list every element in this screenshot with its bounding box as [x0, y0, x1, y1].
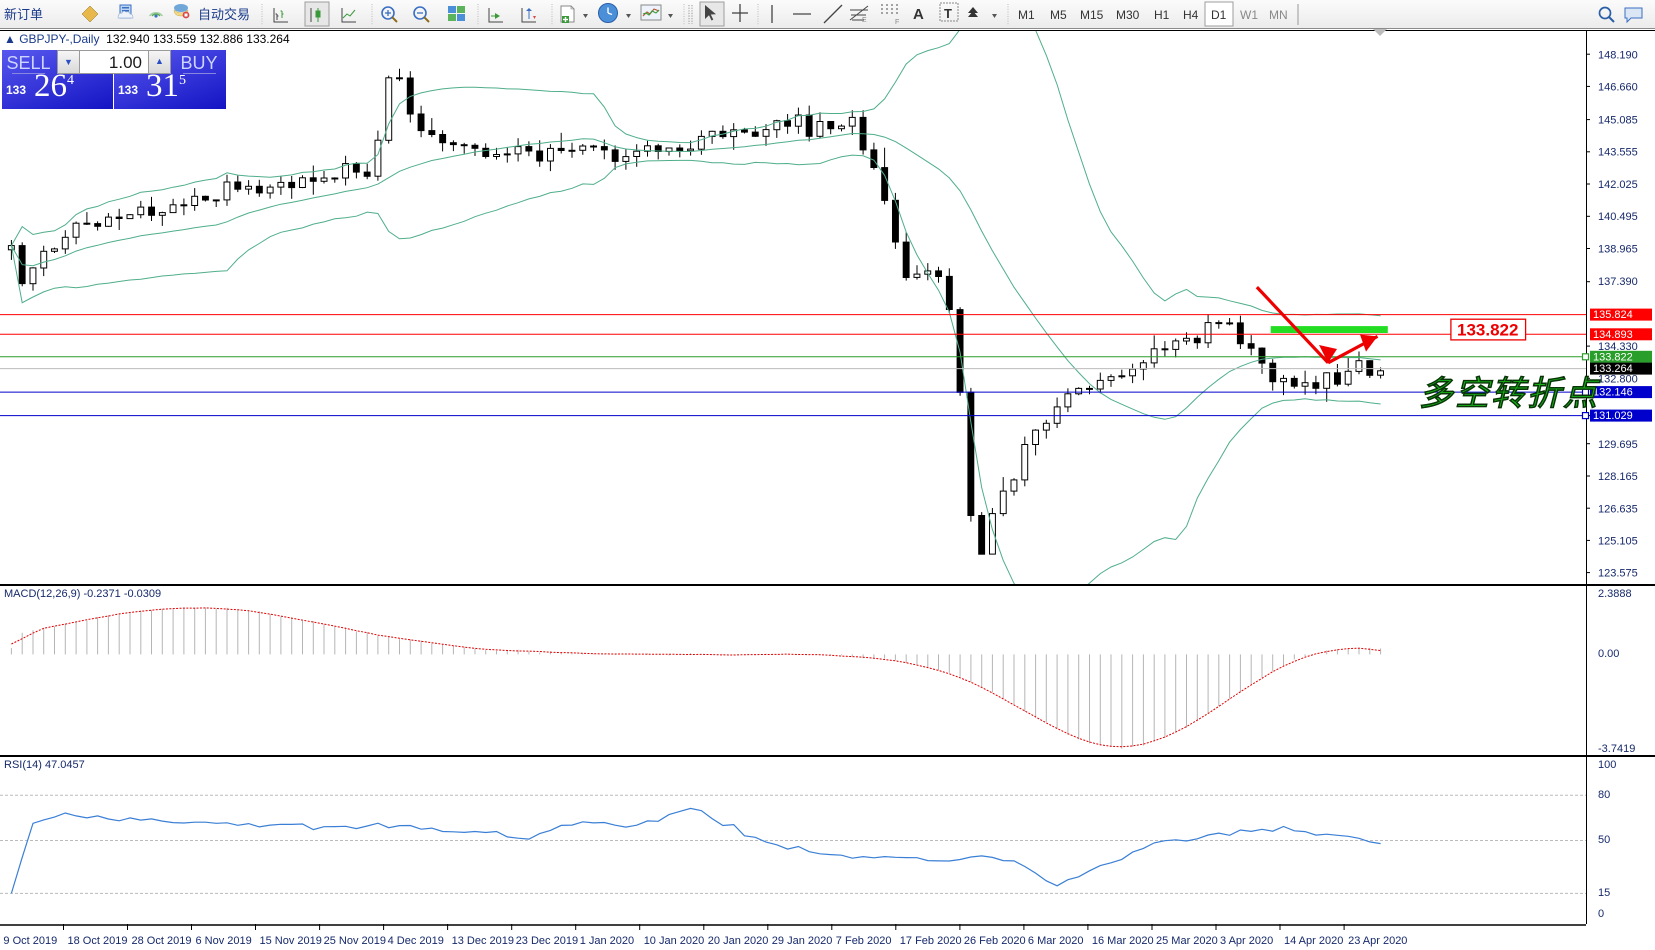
svg-text:146.660: 146.660 — [1598, 82, 1638, 94]
svg-text:7 Feb 2020: 7 Feb 2020 — [836, 935, 892, 947]
svg-text:133.822: 133.822 — [1457, 321, 1518, 340]
svg-text:10 Jan 2020: 10 Jan 2020 — [644, 935, 705, 947]
svg-text:H4: H4 — [1183, 8, 1199, 22]
svg-text:F: F — [895, 19, 899, 26]
svg-text:自动交易: 自动交易 — [198, 7, 250, 22]
svg-text:18 Oct 2019: 18 Oct 2019 — [68, 935, 128, 947]
svg-text:新订单: 新订单 — [4, 7, 43, 22]
svg-text:28 Oct 2019: 28 Oct 2019 — [132, 935, 192, 947]
svg-text:140.495: 140.495 — [1598, 211, 1638, 223]
svg-text:A: A — [913, 6, 924, 23]
svg-text:9 Oct 2019: 9 Oct 2019 — [3, 935, 57, 947]
svg-text:137.390: 137.390 — [1598, 276, 1638, 288]
svg-text:134.893: 134.893 — [1593, 329, 1633, 341]
svg-text:142.025: 142.025 — [1598, 179, 1638, 191]
svg-text:17 Feb 2020: 17 Feb 2020 — [900, 935, 962, 947]
svg-text:125.105: 125.105 — [1598, 536, 1638, 548]
svg-text:MN: MN — [1269, 8, 1288, 22]
svg-text:132.800: 132.800 — [1598, 374, 1638, 386]
svg-text:3 Apr 2020: 3 Apr 2020 — [1220, 935, 1273, 947]
svg-text:148.190: 148.190 — [1598, 50, 1638, 62]
svg-text:M15: M15 — [1080, 8, 1104, 22]
svg-text:29 Jan 2020: 29 Jan 2020 — [772, 935, 833, 947]
svg-text:23 Apr 2020: 23 Apr 2020 — [1348, 935, 1407, 947]
svg-text:20 Jan 2020: 20 Jan 2020 — [708, 935, 769, 947]
svg-text:13 Dec 2019: 13 Dec 2019 — [452, 935, 514, 947]
svg-text:26 Feb 2020: 26 Feb 2020 — [964, 935, 1026, 947]
svg-text:T: T — [944, 6, 952, 21]
svg-text:15 Nov 2019: 15 Nov 2019 — [260, 935, 322, 947]
svg-text:23 Dec 2019: 23 Dec 2019 — [516, 935, 578, 947]
svg-text:H1: H1 — [1154, 8, 1170, 22]
svg-text:14 Apr 2020: 14 Apr 2020 — [1284, 935, 1343, 947]
svg-text:126.635: 126.635 — [1598, 504, 1638, 516]
svg-text:W1: W1 — [1240, 8, 1258, 22]
svg-text:145.085: 145.085 — [1598, 115, 1638, 127]
svg-text:多空转折点: 多空转折点 — [1419, 375, 1601, 413]
svg-text:16 Mar 2020: 16 Mar 2020 — [1092, 935, 1154, 947]
svg-text:138.965: 138.965 — [1598, 244, 1638, 256]
svg-text:133.822: 133.822 — [1593, 351, 1633, 363]
svg-text:4 Dec 2019: 4 Dec 2019 — [388, 935, 444, 947]
svg-text:25 Mar 2020: 25 Mar 2020 — [1156, 935, 1218, 947]
svg-text:129.695: 129.695 — [1598, 439, 1638, 451]
svg-text:M30: M30 — [1116, 8, 1140, 22]
svg-text:25 Nov 2019: 25 Nov 2019 — [324, 935, 386, 947]
svg-text:133.264: 133.264 — [1593, 363, 1633, 375]
svg-text:128.165: 128.165 — [1598, 471, 1638, 483]
svg-text:D1: D1 — [1211, 8, 1227, 22]
svg-text:6 Mar 2020: 6 Mar 2020 — [1028, 935, 1084, 947]
svg-text:E: E — [862, 17, 867, 24]
svg-text:6 Nov 2019: 6 Nov 2019 — [196, 935, 252, 947]
svg-text:M5: M5 — [1050, 8, 1067, 22]
svg-text:123.575: 123.575 — [1598, 568, 1638, 580]
svg-text:M1: M1 — [1018, 8, 1035, 22]
svg-text:1 Jan 2020: 1 Jan 2020 — [580, 935, 634, 947]
svg-text:135.824: 135.824 — [1593, 309, 1633, 321]
svg-text:143.555: 143.555 — [1598, 147, 1638, 159]
